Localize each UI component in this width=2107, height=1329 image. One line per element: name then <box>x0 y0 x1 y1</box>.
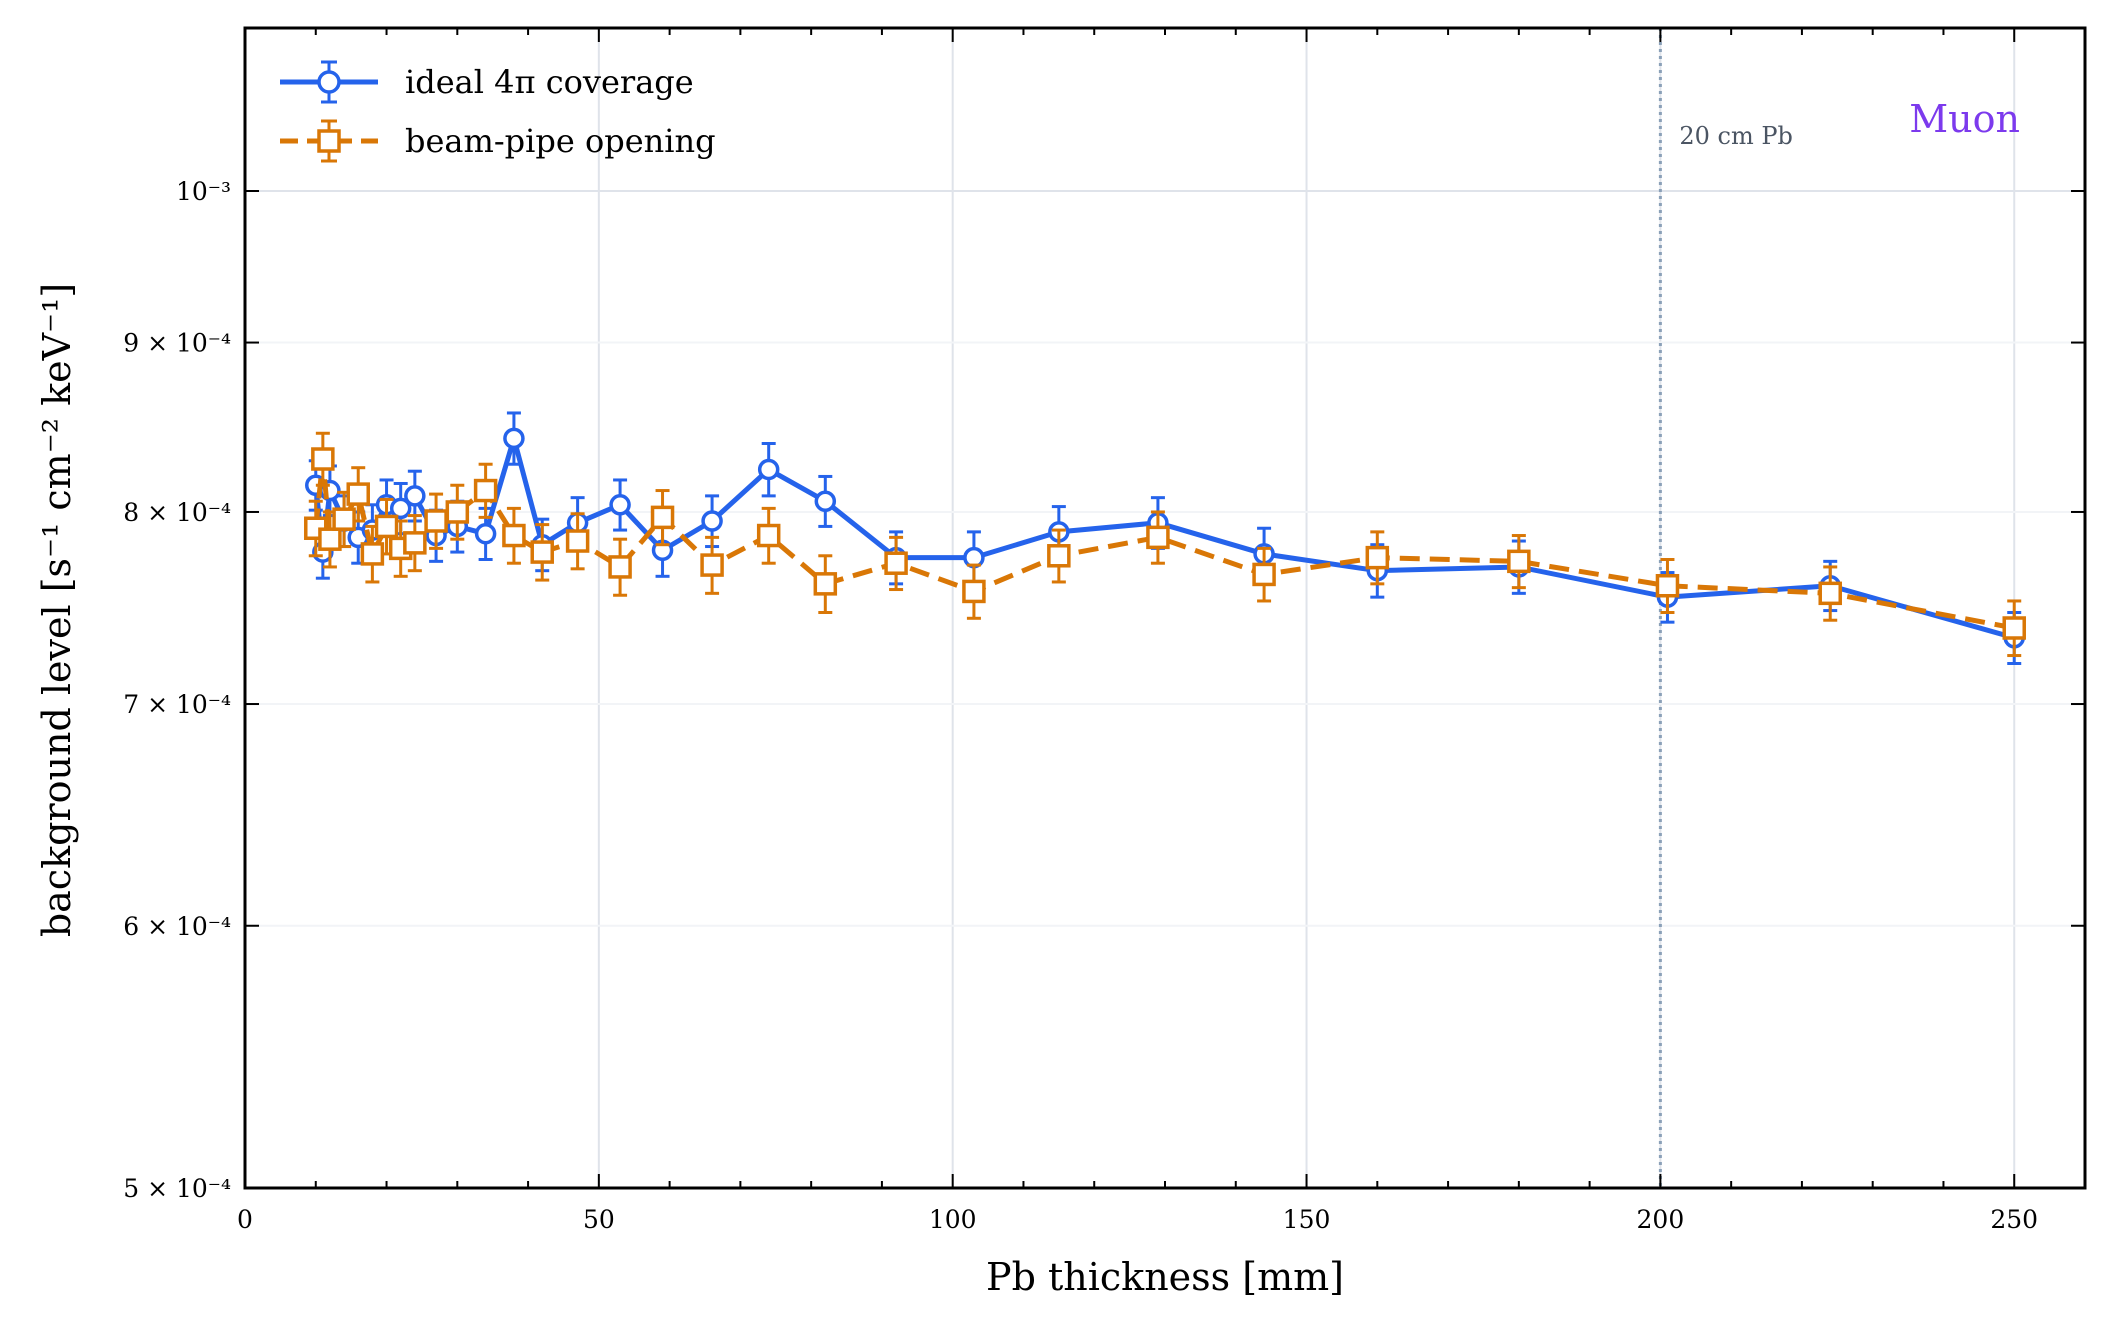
data-point <box>609 494 631 516</box>
legend-label-2: beam-pipe opening <box>405 122 716 160</box>
data-point <box>608 555 632 579</box>
reference-line-label: 20 cm Pb <box>1679 122 1793 150</box>
y-tick-label: 6 × 10⁻⁴ <box>123 912 231 941</box>
data-point <box>1047 544 1071 568</box>
legend: ideal 4π coverage beam-pipe opening <box>280 60 716 163</box>
y-axis-title: background level [s⁻¹ cm⁻² keV⁻¹] <box>35 283 79 937</box>
x-tick-label: 0 <box>237 1205 253 1234</box>
legend-marker-1 <box>317 70 341 94</box>
x-tick-label: 150 <box>1283 1205 1331 1234</box>
x-tick-label: 250 <box>1990 1205 2038 1234</box>
data-point <box>1146 525 1170 550</box>
reference-line-group: 20 cm Pb <box>1658 28 1793 1188</box>
data-point <box>424 509 448 533</box>
x-tick-label: 200 <box>1637 1205 1685 1234</box>
data-point <box>1655 573 1680 598</box>
y-tick-label: 5 × 10⁻⁴ <box>123 1174 231 1203</box>
data-point <box>374 514 399 539</box>
y-tick-label: 9 × 10⁻⁴ <box>123 329 231 358</box>
data-point <box>473 478 498 503</box>
x-axis-title: Pb thickness [mm] <box>986 1255 1344 1299</box>
data-point <box>445 500 470 524</box>
plot-background <box>245 28 2085 1188</box>
data-point <box>701 510 723 532</box>
data-point <box>2002 616 2026 640</box>
ticks: 0 50 100 150 200 250 5 × 10⁻⁴ 6 × 10⁻⁴ 7 × 10⁻⁴ 8… <box>123 28 2086 1234</box>
series-group <box>304 411 2026 666</box>
corner-label: Muon <box>1909 97 2020 141</box>
data-point <box>502 523 526 548</box>
series-2 <box>304 431 2026 658</box>
y-tick-label: 7 × 10⁻⁴ <box>123 690 231 719</box>
legend-item-1: ideal 4π coverage <box>280 60 694 104</box>
legend-label-1: ideal 4π coverage <box>405 63 694 101</box>
data-point <box>474 522 497 545</box>
data-point <box>700 553 724 577</box>
y-tick-label: 8 × 10⁻⁴ <box>123 498 231 527</box>
data-point <box>530 540 554 564</box>
data-point <box>404 485 426 507</box>
data-point <box>814 490 837 512</box>
x-tick-label: 50 <box>583 1205 615 1234</box>
data-point <box>1252 562 1276 587</box>
data-point <box>756 523 781 548</box>
data-point <box>1818 581 1842 606</box>
data-point <box>389 497 412 520</box>
legend-marker-2 <box>317 129 341 153</box>
data-point <box>311 447 335 471</box>
x-tick-label: 100 <box>929 1205 977 1234</box>
data-point <box>332 507 356 531</box>
data-point <box>1507 549 1531 574</box>
data-point <box>565 529 590 553</box>
data-point <box>503 427 525 450</box>
data-point <box>884 551 908 575</box>
data-point <box>318 527 342 551</box>
y-tick-label: 10⁻³ <box>176 177 231 206</box>
data-point <box>962 579 986 604</box>
data-point <box>650 505 675 530</box>
data-point <box>1365 545 1390 570</box>
data-point <box>403 531 427 555</box>
legend-item-2: beam-pipe opening <box>280 119 716 163</box>
data-point <box>813 572 838 596</box>
data-point <box>346 482 370 506</box>
data-point <box>360 542 385 566</box>
data-point <box>757 458 780 481</box>
